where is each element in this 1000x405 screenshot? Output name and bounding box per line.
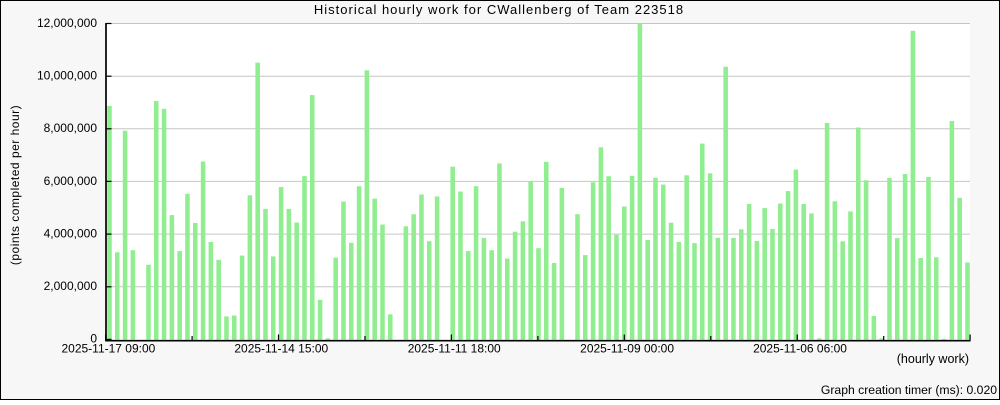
svg-text:10,000,000: 10,000,000 xyxy=(37,69,97,83)
svg-text:Historical hourly work for CWa: Historical hourly work for CWallenberg o… xyxy=(314,2,684,17)
svg-text:2025-11-11 18:00: 2025-11-11 18:00 xyxy=(408,342,501,356)
svg-text:Graph creation timer (ms): 0.0: Graph creation timer (ms): 0.020 xyxy=(821,383,997,397)
svg-text:8,000,000: 8,000,000 xyxy=(44,121,98,135)
svg-text:(hourly work): (hourly work) xyxy=(897,352,969,366)
svg-text:2025-11-09 00:00: 2025-11-09 00:00 xyxy=(580,342,674,356)
svg-text:(points completed per hour): (points completed per hour) xyxy=(8,105,22,265)
svg-text:6,000,000: 6,000,000 xyxy=(44,174,98,188)
svg-text:2025-11-14 15:00: 2025-11-14 15:00 xyxy=(234,342,328,356)
svg-text:0: 0 xyxy=(90,332,97,346)
svg-text:2025-11-06 06:00: 2025-11-06 06:00 xyxy=(753,342,847,356)
svg-text:12,000,000: 12,000,000 xyxy=(37,16,97,30)
svg-text:2,000,000: 2,000,000 xyxy=(44,279,98,293)
svg-text:4,000,000: 4,000,000 xyxy=(44,226,98,240)
svg-text:2025-11-17 09:00: 2025-11-17 09:00 xyxy=(61,342,155,356)
